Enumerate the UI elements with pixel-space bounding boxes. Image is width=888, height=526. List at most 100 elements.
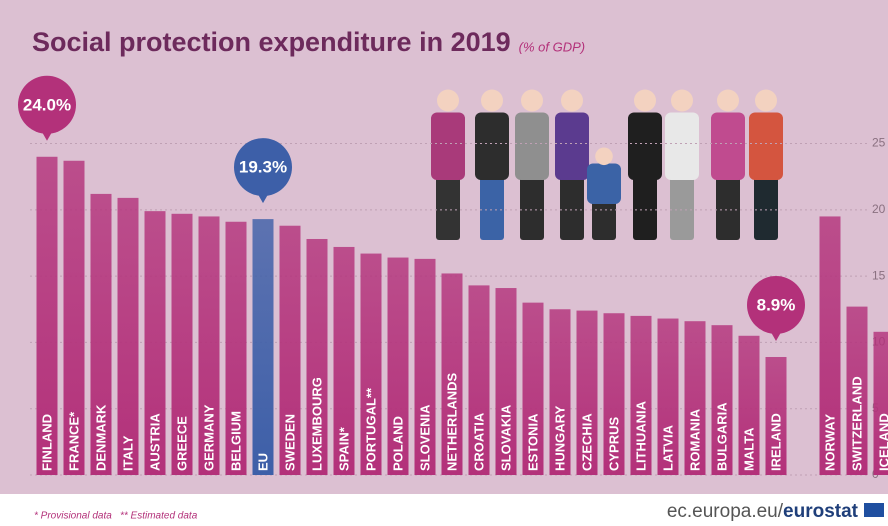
chart-title: Social protection expenditure in 2019 — [32, 27, 511, 57]
bar — [738, 335, 760, 475]
x-tick-label: CYPRUS — [606, 416, 621, 471]
figure-legs — [670, 172, 694, 240]
x-tick-label: HUNGARY — [552, 405, 567, 471]
x-tick-label: CZECHIA — [579, 413, 594, 471]
source-brand: eurostat — [783, 501, 859, 522]
x-tick-label: LATVIA — [660, 424, 675, 471]
bar — [387, 257, 409, 475]
figure-head — [481, 89, 503, 112]
x-tick-label: SWITZERLAND — [849, 376, 864, 471]
x-tick-label: POLAND — [390, 416, 405, 471]
bar — [711, 325, 733, 475]
figure-head — [437, 89, 459, 112]
x-tick-label: GERMANY — [201, 404, 216, 471]
figure-head — [521, 89, 543, 112]
x-tick-label: SWEDEN — [282, 414, 297, 471]
callout — [18, 75, 76, 134]
bar — [198, 216, 220, 475]
bar — [846, 306, 868, 475]
x-tick-label: ROMANIA — [687, 408, 702, 471]
figure-legs — [436, 172, 460, 240]
figure-head — [561, 89, 583, 112]
bar — [252, 219, 274, 475]
y-tick-label: 25 — [872, 136, 886, 150]
bar — [90, 193, 112, 476]
x-tick-label: IRELAND — [768, 413, 783, 471]
x-tick-label: DENMARK — [93, 404, 108, 471]
figure-body — [431, 112, 465, 180]
figure-legs — [716, 172, 740, 240]
figure-head — [755, 89, 777, 112]
bar — [117, 197, 139, 476]
chart-subtitle: (% of GDP) — [519, 39, 585, 54]
bar — [468, 285, 490, 475]
bar — [873, 331, 888, 475]
figure-head — [671, 89, 693, 112]
figure-body — [628, 112, 662, 180]
figure-body — [749, 112, 783, 180]
footnote: * Provisional data — [34, 511, 112, 522]
x-tick-label: ITALY — [120, 435, 135, 471]
x-tick-label: LUXEMBOURG — [309, 377, 324, 471]
callout — [747, 275, 805, 334]
x-tick-label: FINLAND — [39, 414, 54, 471]
figure-body — [475, 112, 509, 180]
figure-legs — [480, 172, 504, 240]
figure-body — [587, 163, 621, 204]
figure-legs — [633, 172, 657, 240]
bar — [63, 160, 85, 475]
bar — [441, 273, 463, 475]
x-tick-label: CROATIA — [471, 412, 486, 471]
x-tick-label: BULGARIA — [714, 402, 729, 471]
figure-legs — [754, 172, 778, 240]
bar — [630, 315, 652, 475]
bar — [414, 258, 436, 475]
figure-head — [634, 89, 656, 112]
x-tick-label: NETHERLANDS — [444, 372, 459, 471]
x-tick-label: EU — [255, 453, 270, 471]
bar — [765, 356, 787, 475]
illustration — [431, 89, 783, 240]
bar — [225, 221, 247, 475]
figure-legs — [520, 172, 544, 240]
y-tick-label: 15 — [872, 268, 886, 282]
bar — [549, 309, 571, 475]
x-tick-label: ESTONIA — [525, 413, 540, 471]
figure-legs — [560, 172, 584, 240]
figure-legs — [592, 199, 616, 240]
bar — [495, 288, 517, 475]
x-tick-label: FRANCE* — [66, 411, 81, 471]
footer-background — [0, 494, 888, 526]
y-tick-label: 20 — [872, 202, 886, 216]
x-tick-label: NORWAY — [822, 414, 837, 471]
x-tick-label: BELGIUM — [228, 411, 243, 471]
x-tick-label: SPAIN* — [336, 426, 351, 471]
figure-body — [711, 112, 745, 180]
bar — [144, 211, 166, 475]
figure-body — [515, 112, 549, 180]
bar — [684, 321, 706, 475]
x-tick-label: MALTA — [741, 427, 756, 471]
bar — [603, 313, 625, 475]
x-tick-label: SLOVAKIA — [498, 404, 513, 471]
source: ec.europa.eu/eurostat — [667, 501, 859, 522]
source-domain: ec.europa.eu/ — [667, 501, 784, 522]
bar — [522, 302, 544, 475]
figure-head — [717, 89, 739, 112]
data-label: 8.9% — [757, 295, 796, 314]
bar — [306, 238, 328, 475]
figure-body — [555, 112, 589, 180]
data-label: 19.3% — [239, 158, 287, 177]
figure-body — [665, 112, 699, 180]
x-tick-label: SLOVENIA — [417, 404, 432, 471]
footnote: ** Estimated data — [120, 511, 198, 522]
bar — [279, 225, 301, 475]
data-label: 24.0% — [23, 95, 71, 114]
x-tick-label: PORTUGAL** — [363, 387, 378, 471]
x-tick-label: ICELAND — [876, 413, 888, 471]
x-tick-label: GREECE — [174, 416, 189, 471]
bar — [333, 246, 355, 475]
x-tick-label: AUSTRIA — [147, 413, 162, 471]
bar — [576, 310, 598, 475]
